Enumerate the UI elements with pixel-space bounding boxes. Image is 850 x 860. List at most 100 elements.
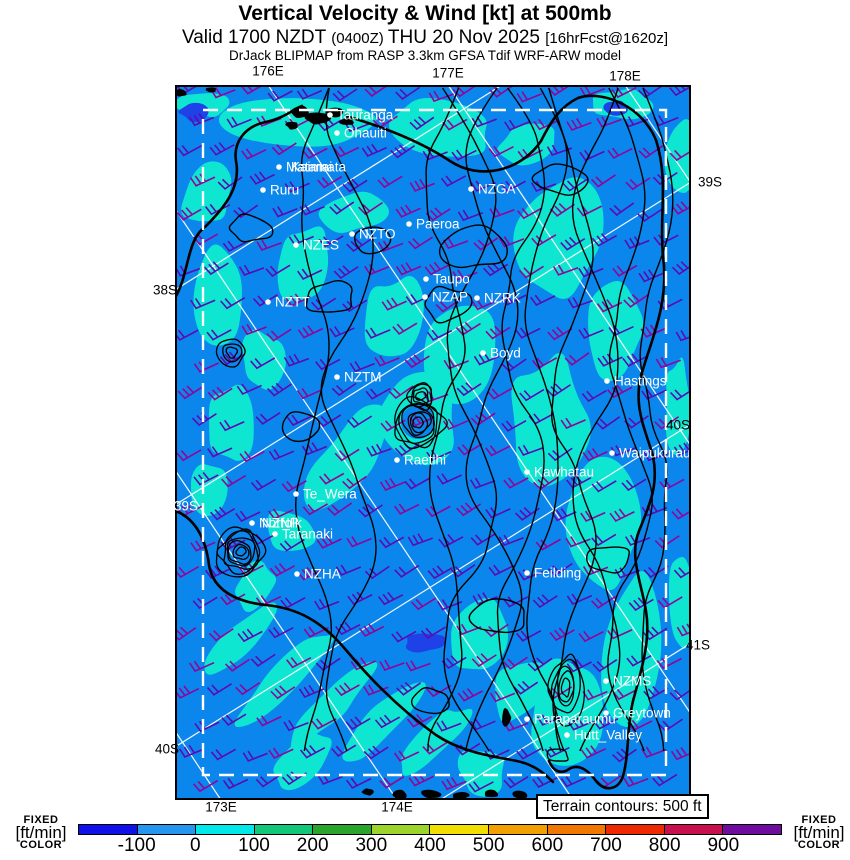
station-label: Raetihi — [404, 453, 446, 468]
valid-zulu: (0400Z) — [331, 30, 388, 47]
station-label: Ohauiti — [344, 126, 387, 141]
station-dot — [349, 231, 355, 237]
colorbar-segment — [371, 825, 431, 834]
station-dot — [604, 378, 610, 384]
axis-label-178e: 178E — [609, 68, 641, 84]
station-dot — [260, 187, 266, 193]
station-dot — [603, 678, 609, 684]
station-dot — [327, 112, 333, 118]
colorbar-tick: 300 — [355, 835, 388, 856]
colorbar-tick: 600 — [531, 835, 564, 856]
station-dot — [294, 571, 300, 577]
axis-label-39s: 39S — [173, 498, 199, 514]
station-label: Ruru — [270, 183, 299, 198]
colorbar-segment — [723, 825, 781, 834]
axis-label-40s: 40S — [665, 417, 691, 433]
station-label: Matamata — [286, 160, 347, 175]
colorbar-tick: 800 — [648, 835, 681, 856]
station-dot — [293, 242, 299, 248]
axis-label-40s: 40S — [154, 741, 180, 757]
station-label: NZMS — [613, 674, 651, 689]
station-label: Hastings — [614, 374, 667, 389]
colorbar-segment — [547, 825, 607, 834]
station-dot — [249, 520, 255, 526]
station-dot — [609, 450, 615, 456]
station-label: NZTT — [275, 295, 310, 310]
station-label: NZES — [303, 238, 339, 253]
colorbar-segment — [313, 825, 372, 834]
colorbar-segment — [254, 825, 314, 834]
station-label: NZAP — [432, 290, 468, 305]
station-label: Taranaki — [282, 527, 333, 542]
axis-label-177e: 177E — [432, 65, 464, 81]
axis-label-173e: 173E — [205, 799, 237, 815]
station-dot — [423, 276, 429, 282]
colorbar-tick: 900 — [707, 835, 740, 856]
colorbar-tick: 700 — [590, 835, 622, 856]
colorbar-tick: 0 — [190, 835, 201, 856]
station-label: Tauranga — [337, 108, 394, 123]
station-dot — [334, 130, 340, 136]
legend-units-label: [ft/min] — [793, 823, 845, 842]
colorbar-segment — [430, 825, 490, 834]
model-line: DrJack BLIPMAP from RASP 3.3km GFSA Tdif… — [228, 48, 622, 63]
station-label: Taupo — [433, 272, 470, 287]
station-dot — [524, 469, 530, 475]
station-dot — [265, 299, 271, 305]
station-label: Waipukurau — [619, 446, 691, 461]
station-label: Feilding — [534, 566, 581, 581]
station-label: Kaimai — [291, 160, 332, 175]
colorbar-segment — [137, 825, 197, 834]
station-dot — [524, 570, 530, 576]
colorbar-tick: 500 — [472, 835, 505, 856]
station-dot — [564, 732, 570, 738]
station-label: Kawhatau — [534, 465, 594, 480]
station-dot — [480, 350, 486, 356]
colorbar-tick: 100 — [238, 835, 270, 856]
station-label: Hutt_Valley — [574, 728, 642, 743]
station-dot — [474, 295, 480, 301]
colorbar-tick: 400 — [414, 835, 446, 856]
valid-date: THU 20 Nov 2025 — [387, 27, 546, 48]
station-label: Boyd — [490, 346, 521, 361]
station-label: Te_Wera — [303, 487, 357, 502]
axis-label-174e: 174E — [381, 799, 413, 815]
legend-fixed-label: FIXED — [801, 814, 837, 826]
colorbar-segment — [489, 825, 548, 834]
axis-label-38s: 38S — [152, 282, 178, 298]
axis-label-176e: 176E — [252, 63, 284, 79]
colorbar-segment — [196, 825, 255, 834]
valid-fcst: [16hrFcst@1620z] — [545, 30, 669, 47]
legend-units-label: [ft/min] — [15, 823, 67, 842]
station-label: NZTM — [344, 370, 382, 385]
valid-prefix: Valid 1700 NZDT — [181, 27, 332, 48]
station-label: Norfolk — [259, 516, 302, 531]
station-label: NZRK — [484, 291, 521, 306]
station-dot — [468, 186, 474, 192]
terrain-contours-note: Terrain contours: 500 ft — [536, 794, 709, 819]
axis-label-39s: 39S — [697, 174, 723, 190]
station-label: Paeroa — [416, 217, 460, 232]
colorbar-segment — [79, 825, 138, 834]
legend-color-label: COLOR — [797, 839, 841, 851]
station-dot — [524, 716, 530, 722]
colorbar — [78, 824, 782, 835]
station-label: NZHA — [304, 567, 341, 582]
station-dot — [293, 491, 299, 497]
colorbar-segment — [664, 825, 724, 834]
colorbar-segment — [606, 825, 665, 834]
station-label: NZNP — [262, 516, 299, 531]
legend-fixed-label: FIXED — [23, 814, 59, 826]
station-label: Paraparaumu — [534, 712, 616, 727]
station-dot — [603, 710, 609, 716]
legend-fixed-left: FIXED [ft/min] COLOR — [4, 814, 78, 851]
page-title: Vertical Velocity & Wind [kt] at 500mb — [238, 2, 612, 25]
legend-color-label: COLOR — [19, 839, 63, 851]
station-dot — [422, 294, 428, 300]
station-dot — [406, 221, 412, 227]
axis-label-41s: 41S — [685, 637, 711, 653]
colorbar-tick: 200 — [296, 835, 329, 856]
station-label: NZTO — [359, 227, 396, 242]
valid-time-line: Valid 1700 NZDT (0400Z) THU 20 Nov 2025 … — [0, 27, 850, 49]
station-label: Greytown — [613, 706, 671, 721]
